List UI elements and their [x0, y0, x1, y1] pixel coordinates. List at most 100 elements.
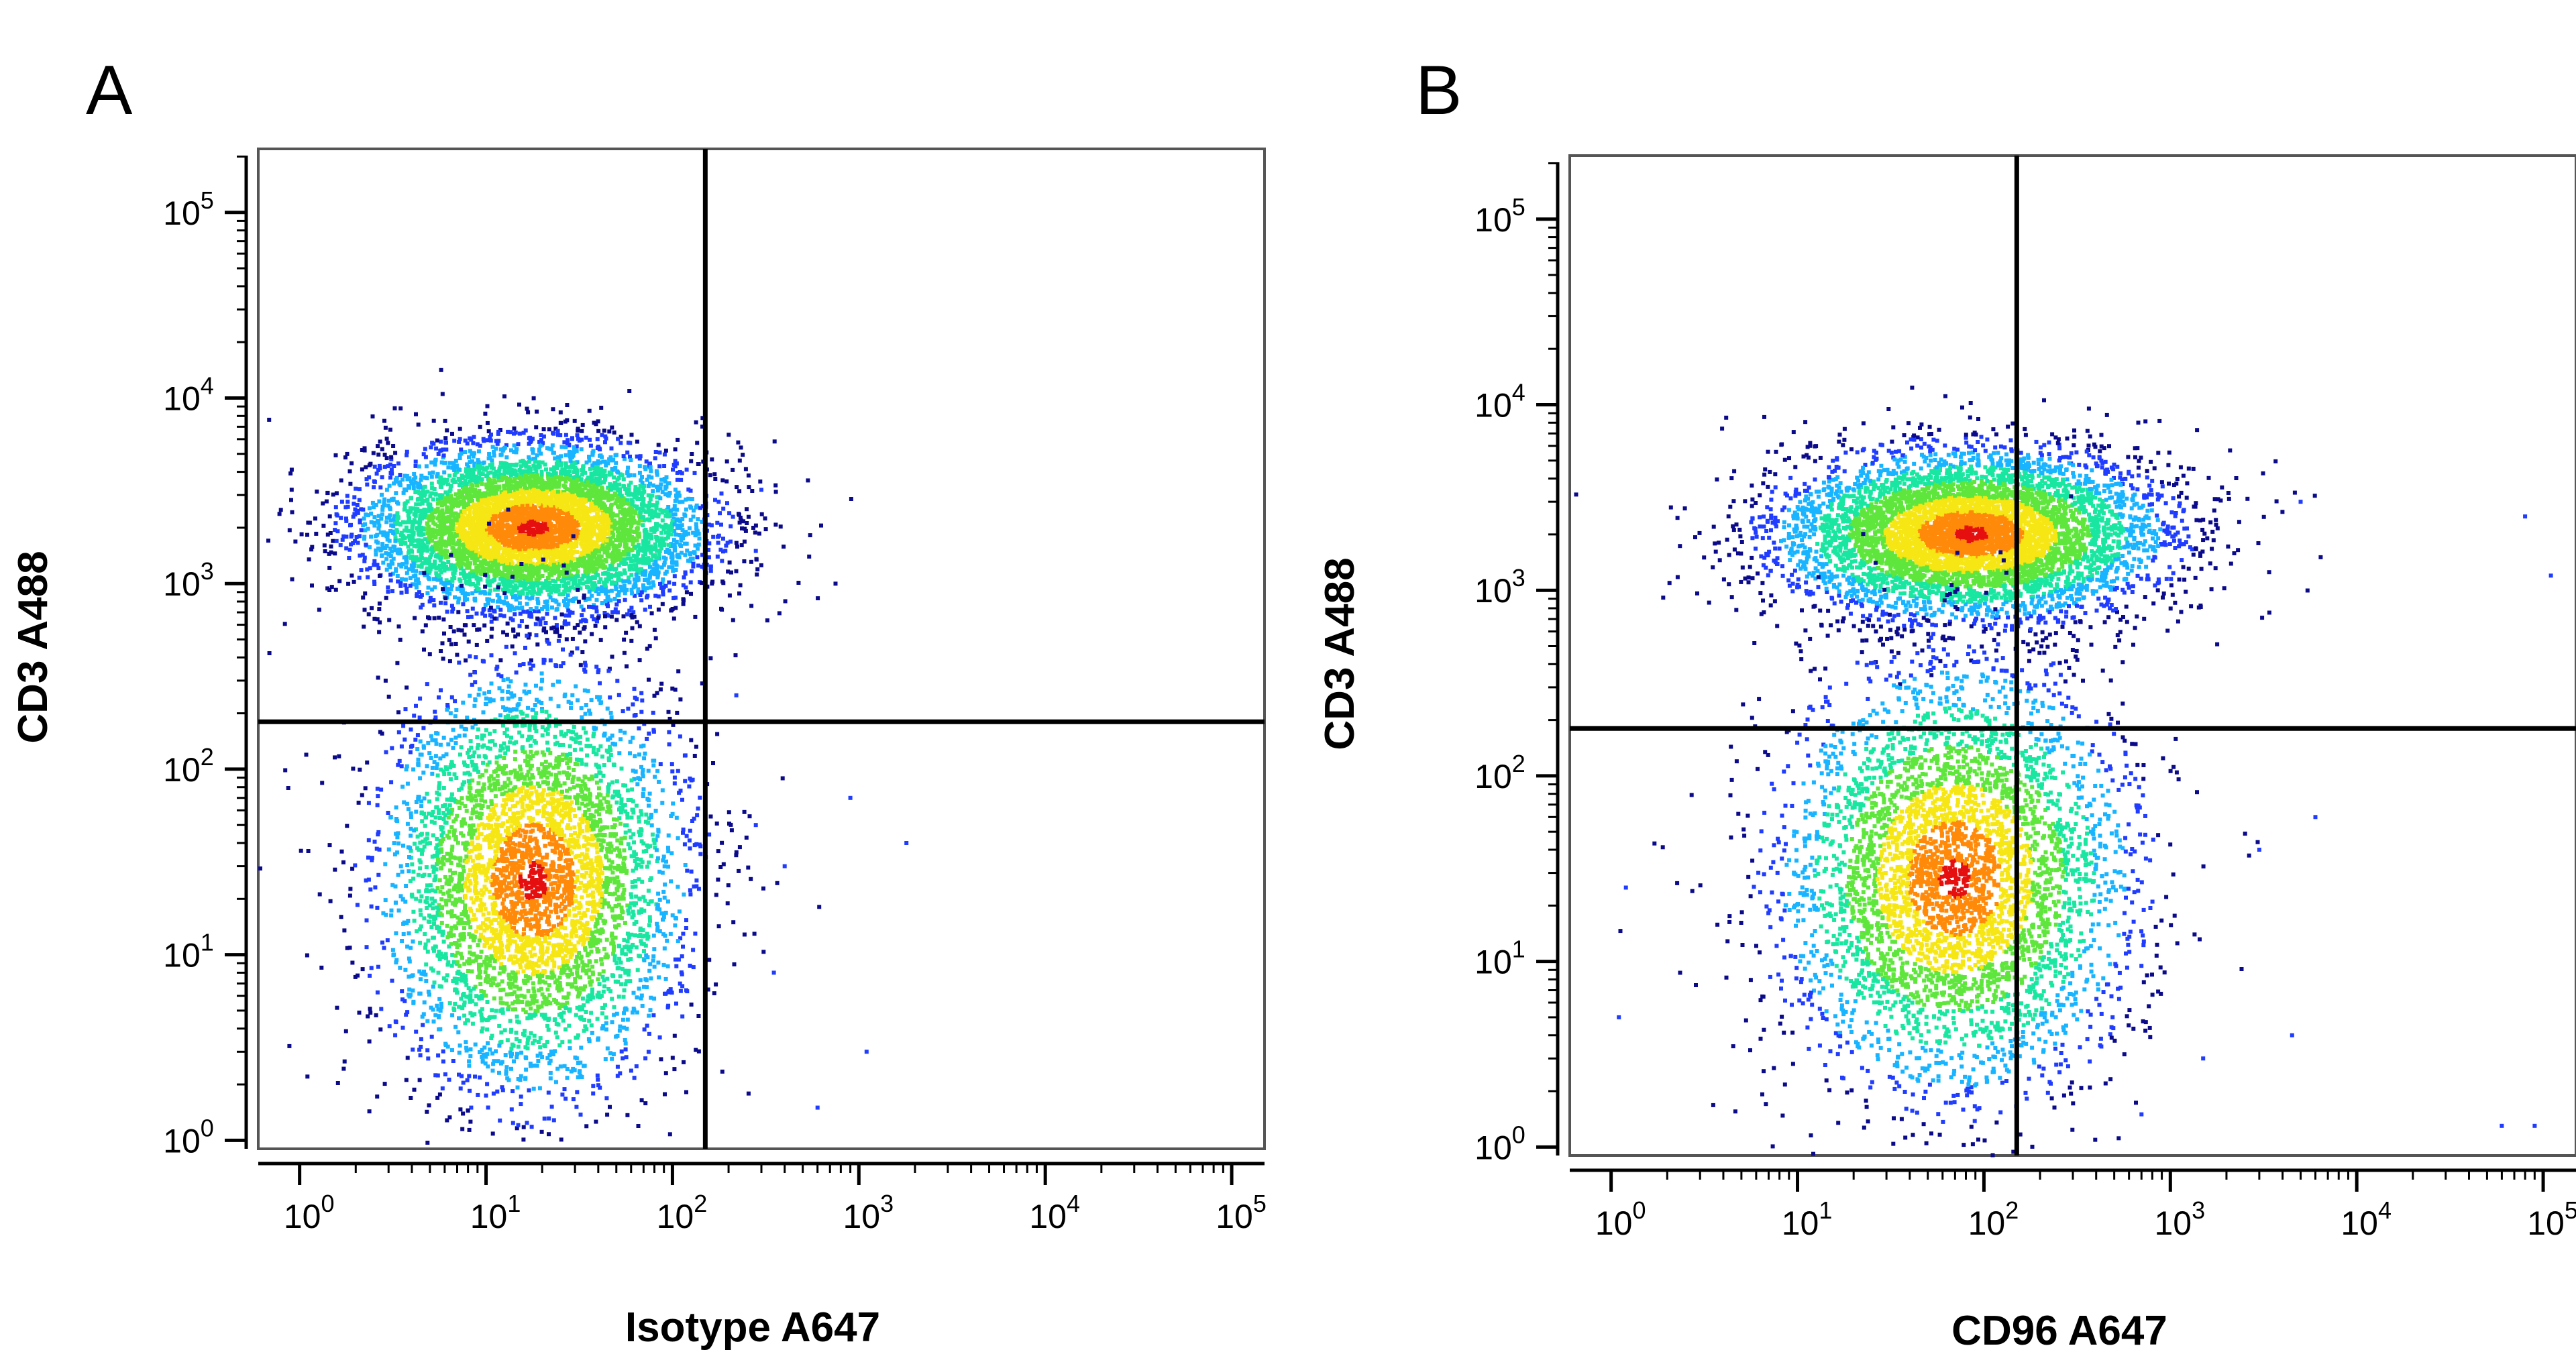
- event-point: [647, 644, 652, 649]
- event-point: [555, 506, 559, 511]
- event-point: [441, 565, 445, 569]
- event-point: [444, 578, 449, 583]
- event-point: [410, 539, 415, 544]
- event-point: [460, 494, 464, 498]
- event-point: [625, 528, 629, 532]
- event-point: [609, 518, 614, 522]
- event-point: [597, 580, 602, 585]
- event-point: [453, 492, 458, 497]
- event-point: [493, 587, 498, 592]
- event-point: [655, 575, 660, 579]
- event-point: [681, 536, 685, 541]
- event-point: [543, 548, 548, 553]
- event-point: [346, 581, 351, 586]
- event-point: [513, 612, 517, 616]
- event-point: [759, 563, 763, 567]
- event-point: [398, 583, 403, 588]
- event-point: [327, 565, 332, 570]
- event-point: [462, 598, 467, 602]
- event-point: [376, 444, 380, 449]
- event-point: [630, 502, 635, 506]
- event-point: [382, 530, 386, 534]
- event-point: [428, 567, 433, 571]
- event-point: [403, 577, 408, 582]
- event-point: [598, 563, 602, 567]
- event-point: [447, 536, 451, 541]
- event-point: [679, 477, 684, 482]
- event-point: [550, 598, 555, 603]
- event-point: [370, 606, 374, 610]
- event-point: [573, 475, 578, 480]
- event-point: [664, 475, 669, 480]
- event-point: [439, 600, 443, 605]
- event-point: [462, 524, 466, 528]
- event-point: [463, 479, 468, 484]
- event-point: [541, 434, 546, 439]
- event-point: [531, 493, 535, 498]
- event-point: [570, 506, 575, 510]
- event-point: [438, 475, 443, 480]
- event-point: [571, 460, 576, 465]
- event-point: [662, 452, 667, 457]
- event-point: [412, 518, 417, 522]
- event-point: [562, 490, 567, 494]
- event-point: [420, 501, 425, 506]
- event-point: [455, 521, 460, 526]
- event-point: [450, 609, 455, 614]
- event-point: [455, 496, 460, 500]
- event-point: [452, 563, 457, 568]
- event-point: [567, 613, 572, 618]
- event-point: [678, 533, 682, 537]
- event-point: [433, 522, 437, 526]
- event-point: [608, 538, 612, 543]
- event-point: [502, 565, 506, 570]
- event-point: [672, 516, 676, 521]
- event-point: [466, 549, 470, 554]
- event-point: [674, 568, 678, 572]
- event-point: [633, 492, 638, 497]
- event-point: [688, 580, 693, 585]
- event-point: [563, 534, 568, 539]
- event-point: [672, 507, 676, 512]
- event-point: [623, 544, 627, 549]
- event-point: [446, 482, 450, 487]
- event-point: [363, 528, 368, 532]
- event-point: [452, 467, 457, 472]
- event-point: [496, 605, 500, 610]
- event-point: [580, 576, 585, 581]
- event-point: [369, 520, 374, 524]
- event-point: [525, 549, 529, 553]
- event-point: [651, 571, 656, 576]
- event-point: [529, 473, 533, 477]
- event-point: [541, 427, 546, 432]
- event-point: [354, 486, 358, 491]
- event-point: [435, 547, 439, 552]
- event-point: [561, 477, 566, 481]
- event-point: [574, 444, 579, 449]
- event-point: [413, 480, 418, 485]
- event-point: [675, 491, 680, 495]
- event-point: [725, 501, 729, 506]
- event-point: [419, 496, 424, 500]
- event-point: [672, 574, 677, 579]
- event-point: [693, 614, 698, 619]
- event-point: [487, 608, 492, 613]
- event-point: [501, 574, 505, 579]
- event-point: [388, 475, 392, 480]
- event-point: [504, 632, 509, 637]
- event-point: [448, 625, 453, 629]
- event-point: [567, 532, 572, 537]
- event-point: [467, 498, 472, 503]
- event-point: [604, 559, 608, 564]
- event-point: [525, 596, 529, 600]
- event-point: [471, 475, 476, 480]
- event-point: [707, 541, 712, 546]
- event-point: [440, 392, 445, 396]
- event-point: [606, 491, 610, 496]
- event-point: [425, 591, 430, 596]
- event-point: [610, 425, 614, 430]
- event-point: [427, 535, 431, 540]
- event-point: [691, 514, 696, 519]
- event-point: [405, 453, 409, 457]
- event-point: [469, 614, 474, 619]
